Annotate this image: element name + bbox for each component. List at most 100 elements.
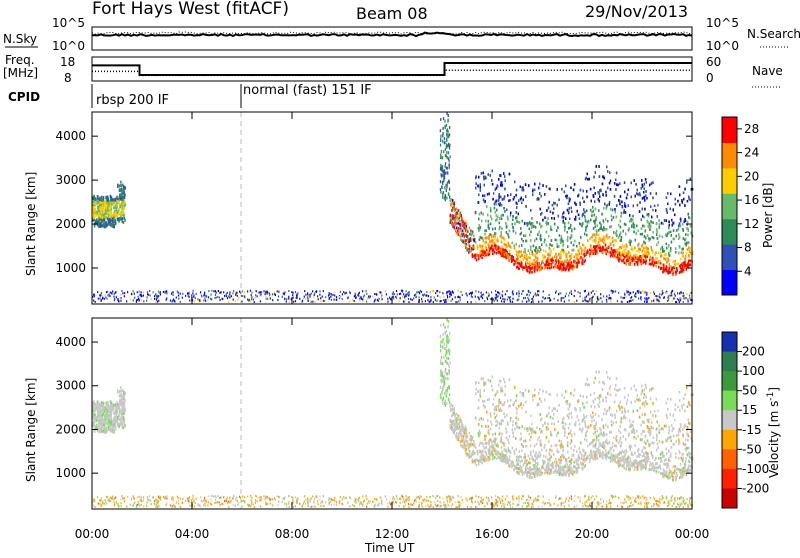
range-time-cell [207,299,208,301]
range-time-cell [180,293,181,295]
range-time-cell [286,301,287,303]
range-time-cell [102,216,104,219]
range-time-cell [115,222,117,225]
range-time-cell [392,293,393,295]
range-time-cell [354,295,355,297]
range-time-cell [155,293,156,295]
range-time-cell [452,291,453,293]
range-time-cell [598,298,599,300]
range-time-cell [549,294,550,296]
range-time-cell [148,294,149,296]
range-time-cell [296,297,297,299]
range-time-cell [681,292,682,294]
range-time-cell [115,206,117,209]
range-time-cell [379,291,380,293]
range-time-cell [437,299,438,301]
range-time-cell [533,301,534,303]
range-time-cell [359,299,360,301]
range-time-cell [564,301,565,303]
range-time-cell [455,296,456,298]
range-time-cell [606,301,607,303]
range-time-cell [679,301,680,303]
range-time-cell [160,292,161,294]
range-time-cell [138,296,139,298]
range-time-cell [111,199,113,202]
range-time-cell [233,290,234,292]
range-time-cell [256,290,257,292]
nave-label: Nave [752,64,783,78]
range-time-cell [107,199,109,202]
range-time-cell [606,299,607,301]
range-time-cell [121,297,122,299]
range-time-cell [668,295,669,297]
range-time-cell [349,300,350,302]
range-time-cell [154,295,155,297]
range-time-cell [257,295,258,297]
range-time-cell [414,294,415,296]
range-time-cell [568,295,569,297]
range-time-cell [545,297,546,299]
range-time-cell [641,299,642,301]
range-time-cell [126,300,127,302]
range-time-cell [531,301,532,303]
range-time-cell [657,204,658,207]
range-time-cell [445,301,446,303]
range-time-cell [590,300,591,302]
range-time-cell [543,291,544,293]
range-time-cell [631,296,632,298]
range-time-cell [292,294,293,296]
range-time-cell [419,296,420,298]
range-time-cell [606,295,607,297]
range-time-cell [320,297,321,299]
range-time-cell [92,209,94,212]
range-time-cell [94,208,96,211]
range-time-cell [158,300,159,302]
range-time-cell [610,301,611,303]
range-time-cell [366,293,367,295]
range-time-cell [334,295,335,297]
range-time-cell [387,298,388,300]
range-time-cell [484,300,485,302]
range-time-cell [117,218,119,221]
range-time-cell [547,297,548,299]
range-time-cell [185,295,186,297]
range-time-cell [435,292,436,294]
range-time-cell [372,296,373,298]
range-time-cell [109,218,111,221]
range-time-cell [120,212,122,215]
range-time-cell [288,298,289,300]
range-time-cell [440,296,441,298]
range-time-cell [278,296,279,298]
range-time-cell [312,290,313,292]
range-time-cell [585,290,586,292]
nave-tick-top: 60 [706,55,721,69]
range-time-cell [430,296,431,298]
range-time-cell [117,200,119,203]
range-time-cell [218,290,219,292]
range-time-cell [638,298,639,300]
range-time-cell [323,290,324,292]
range-time-cell [635,292,636,294]
range-time-cell [124,196,126,199]
range-time-cell [314,301,315,303]
range-time-cell [455,301,456,303]
range-time-cell [657,299,658,301]
range-time-cell [518,295,519,297]
cpid-mode-1: rbsp 200 IF [96,93,169,108]
freq-tick-top: 18 [60,55,75,69]
range-time-cell [105,221,107,224]
range-time-cell [342,293,343,295]
range-time-cell [403,293,404,295]
range-time-cell [453,292,454,294]
range-time-cell [141,299,142,301]
range-time-cell [576,300,577,302]
range-time-cell [208,290,209,292]
range-time-cell [426,291,427,293]
range-time-cell [265,293,266,295]
range-time-cell [322,296,323,298]
range-time-cell [531,217,532,220]
range-time-cell [307,296,308,298]
range-time-cell [277,290,278,292]
range-time-cell [291,291,292,293]
